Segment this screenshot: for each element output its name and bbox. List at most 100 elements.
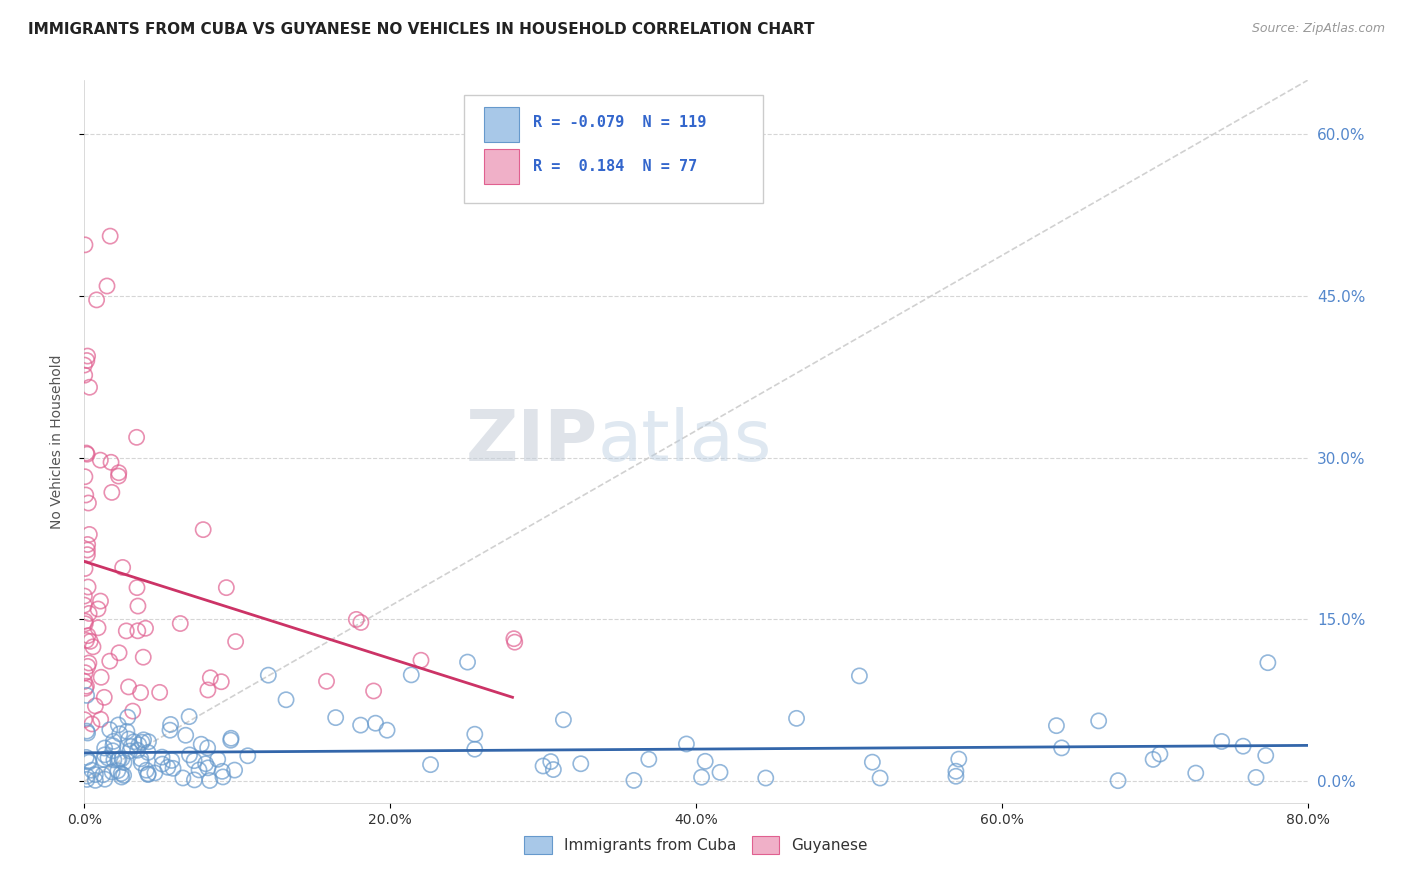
Point: [101, 764, 124, 779]
Point: [1211, 734, 1233, 748]
Point: [409, 653, 432, 667]
Point: [107, 466, 129, 480]
Point: [197, 683, 219, 698]
Point: [848, 669, 870, 683]
Point: [375, 723, 398, 738]
Point: [1050, 740, 1073, 755]
Point: [79, 380, 101, 394]
Point: [219, 733, 242, 747]
Point: [695, 754, 717, 768]
Point: [1107, 773, 1129, 788]
Point: [75, 446, 97, 460]
Point: [159, 723, 181, 738]
Point: [257, 668, 280, 682]
Point: [112, 768, 135, 782]
Point: [315, 674, 337, 689]
Point: [162, 761, 184, 775]
Text: R = -0.079  N = 119: R = -0.079 N = 119: [533, 115, 707, 129]
Point: [160, 754, 183, 768]
Point: [91, 768, 114, 782]
Point: [197, 740, 219, 755]
Point: [211, 764, 233, 779]
Point: [401, 668, 423, 682]
Point: [183, 754, 205, 768]
Point: [224, 763, 246, 777]
Point: [93, 690, 115, 705]
Point: [101, 739, 124, 753]
Point: [690, 770, 713, 784]
Point: [80, 763, 103, 777]
Point: [87, 602, 110, 616]
Point: [86, 293, 108, 307]
Point: [107, 753, 129, 767]
Point: [73, 358, 96, 372]
Text: atlas: atlas: [598, 407, 772, 476]
Point: [197, 761, 219, 775]
Point: [82, 640, 104, 654]
Point: [77, 607, 100, 621]
Point: [76, 447, 98, 461]
Point: [96, 279, 118, 293]
Point: [77, 496, 100, 510]
Point: [110, 770, 132, 784]
Point: [84, 698, 107, 713]
Text: IMMIGRANTS FROM CUBA VS GUYANESE NO VEHICLES IN HOUSEHOLD CORRELATION CHART: IMMIGRANTS FROM CUBA VS GUYANESE NO VEHI…: [28, 22, 814, 37]
Point: [207, 752, 229, 766]
Point: [76, 769, 98, 783]
Point: [75, 616, 97, 631]
Point: [73, 674, 96, 689]
Point: [108, 752, 131, 766]
Point: [79, 527, 101, 541]
Point: [179, 747, 201, 762]
Point: [200, 671, 222, 685]
Point: [540, 755, 562, 769]
Point: [111, 560, 134, 574]
Point: [172, 771, 194, 785]
Point: [108, 727, 131, 741]
Point: [77, 629, 100, 643]
Point: [350, 615, 373, 630]
Point: [219, 731, 242, 746]
Point: [127, 624, 149, 638]
Point: [215, 581, 238, 595]
Point: [75, 681, 97, 696]
Point: [103, 753, 125, 767]
Point: [108, 646, 131, 660]
Point: [75, 614, 97, 628]
Point: [136, 766, 159, 780]
Point: [193, 523, 215, 537]
Point: [637, 752, 659, 766]
Text: Source: ZipAtlas.com: Source: ZipAtlas.com: [1251, 22, 1385, 36]
Point: [190, 737, 212, 751]
Point: [73, 598, 96, 612]
Point: [1257, 656, 1279, 670]
Point: [225, 634, 247, 648]
Point: [1149, 747, 1171, 761]
Point: [107, 764, 129, 778]
Point: [869, 771, 891, 785]
Point: [90, 712, 112, 726]
Point: [502, 632, 524, 646]
Point: [325, 710, 347, 724]
Point: [159, 717, 181, 731]
Point: [73, 237, 96, 252]
Point: [132, 650, 155, 665]
Point: [87, 621, 110, 635]
Point: [101, 744, 124, 758]
Point: [94, 772, 117, 787]
Point: [121, 704, 143, 718]
Point: [115, 724, 138, 739]
Point: [73, 589, 96, 603]
Point: [107, 469, 129, 483]
Point: [125, 430, 148, 444]
Point: [75, 665, 97, 680]
Point: [89, 453, 111, 467]
Point: [1232, 739, 1254, 754]
Point: [73, 469, 96, 483]
Point: [93, 741, 115, 756]
Point: [786, 711, 808, 725]
Point: [134, 621, 156, 635]
Point: [103, 734, 125, 748]
Point: [76, 726, 98, 740]
Point: [169, 616, 191, 631]
